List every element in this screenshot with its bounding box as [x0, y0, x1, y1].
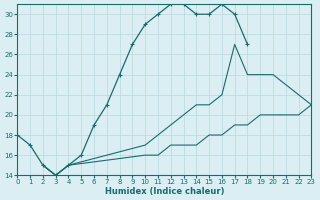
X-axis label: Humidex (Indice chaleur): Humidex (Indice chaleur): [105, 187, 224, 196]
